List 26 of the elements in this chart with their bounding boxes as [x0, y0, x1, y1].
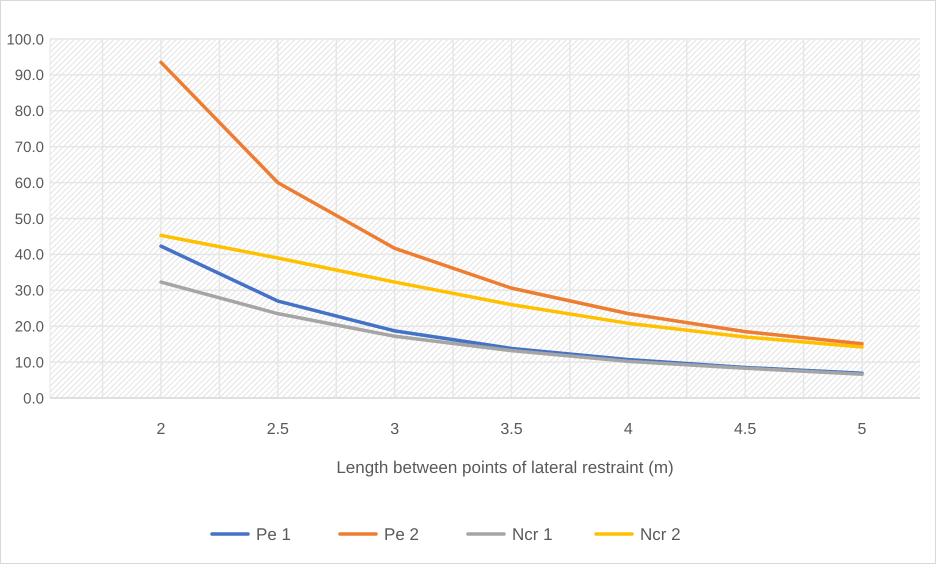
legend-label: Ncr 2: [640, 524, 681, 544]
y-tick-label: 70.0: [14, 138, 44, 156]
y-tick-label: 30.0: [14, 282, 44, 300]
legend-label: Pe 1: [256, 524, 291, 544]
y-tick-label: 90.0: [14, 67, 44, 84]
line-series: [159, 234, 864, 349]
line-series: [159, 60, 864, 346]
y-tick-label: 80.0: [14, 103, 44, 120]
x-tick-label: 4: [624, 421, 633, 438]
x-tick-label: 4.5: [734, 421, 756, 438]
line-series: [159, 280, 864, 376]
y-tick-label: 50.0: [14, 210, 44, 228]
x-tick-label: 3.5: [500, 421, 523, 438]
x-axis-title: Length between points of lateral restraint (m): [336, 458, 674, 477]
legend-label: Ncr 1: [512, 524, 553, 544]
x-tick-label: 2.5: [266, 421, 290, 438]
y-tick-label: 100.0: [6, 31, 44, 48]
y-tick-label: 60.0: [14, 174, 44, 192]
x-tick-label: 2: [156, 421, 166, 438]
y-tick-label: 20.0: [14, 318, 44, 336]
legend-label: Pe 2: [384, 524, 419, 544]
y-tick-label: 0.0: [23, 390, 44, 408]
x-tick-label: 5: [858, 421, 867, 438]
y-tick-label: 40.0: [14, 246, 44, 264]
x-tick-label: 3: [390, 421, 400, 438]
y-tick-label: 10.0: [14, 354, 44, 372]
